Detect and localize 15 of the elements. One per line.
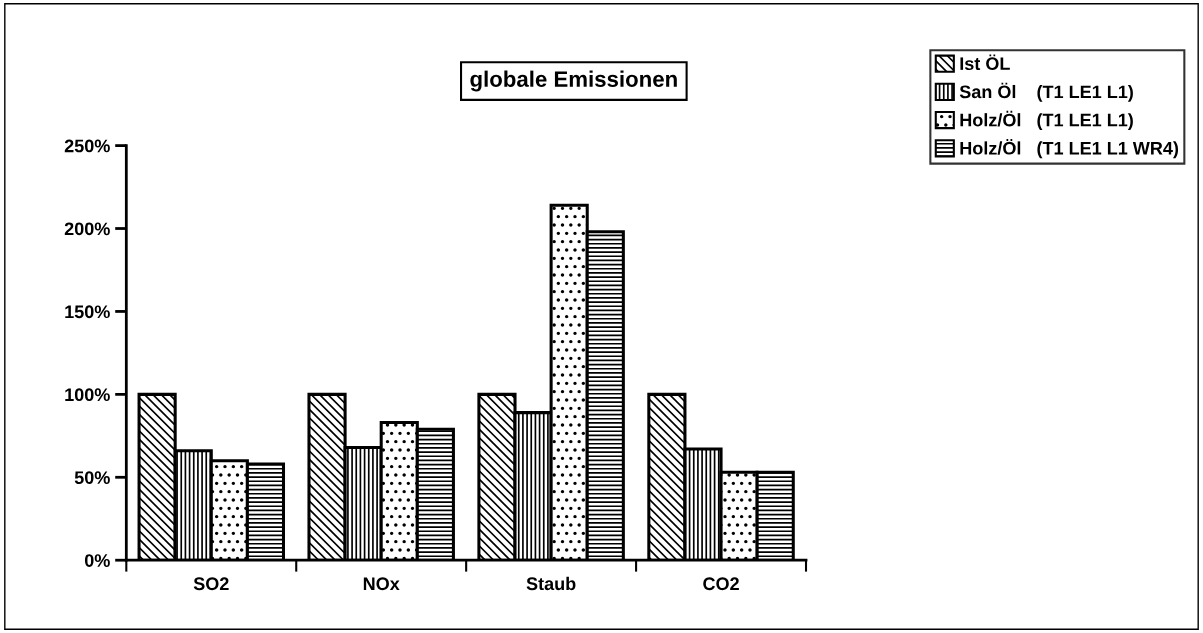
x-tick-label: CO2 (703, 577, 739, 591)
x-tick-label: Staub (526, 576, 576, 591)
y-tick-label: 100% (65, 388, 110, 402)
y-tick-label: 0% (84, 554, 110, 567)
x-tick-label: NOx (363, 577, 400, 591)
x-tick-label: SO2 (193, 577, 229, 591)
chart-title: globale Emissionen (470, 70, 677, 92)
y-tick-label: 50% (74, 471, 110, 484)
legend-label: Holz/Öl (T1 LE1 L1) (960, 110, 1133, 130)
legend-label: Ist ÖL (960, 54, 1010, 71)
y-tick-label: 250% (64, 139, 110, 153)
legend-label: Holz/Öl (T1 LE1 L1 WR4) (960, 139, 1179, 159)
y-tick-label: 200% (64, 222, 110, 236)
legend-label: San Öl (T1 LE1 L1) (959, 82, 1133, 102)
y-tick-label: 150% (65, 305, 110, 319)
